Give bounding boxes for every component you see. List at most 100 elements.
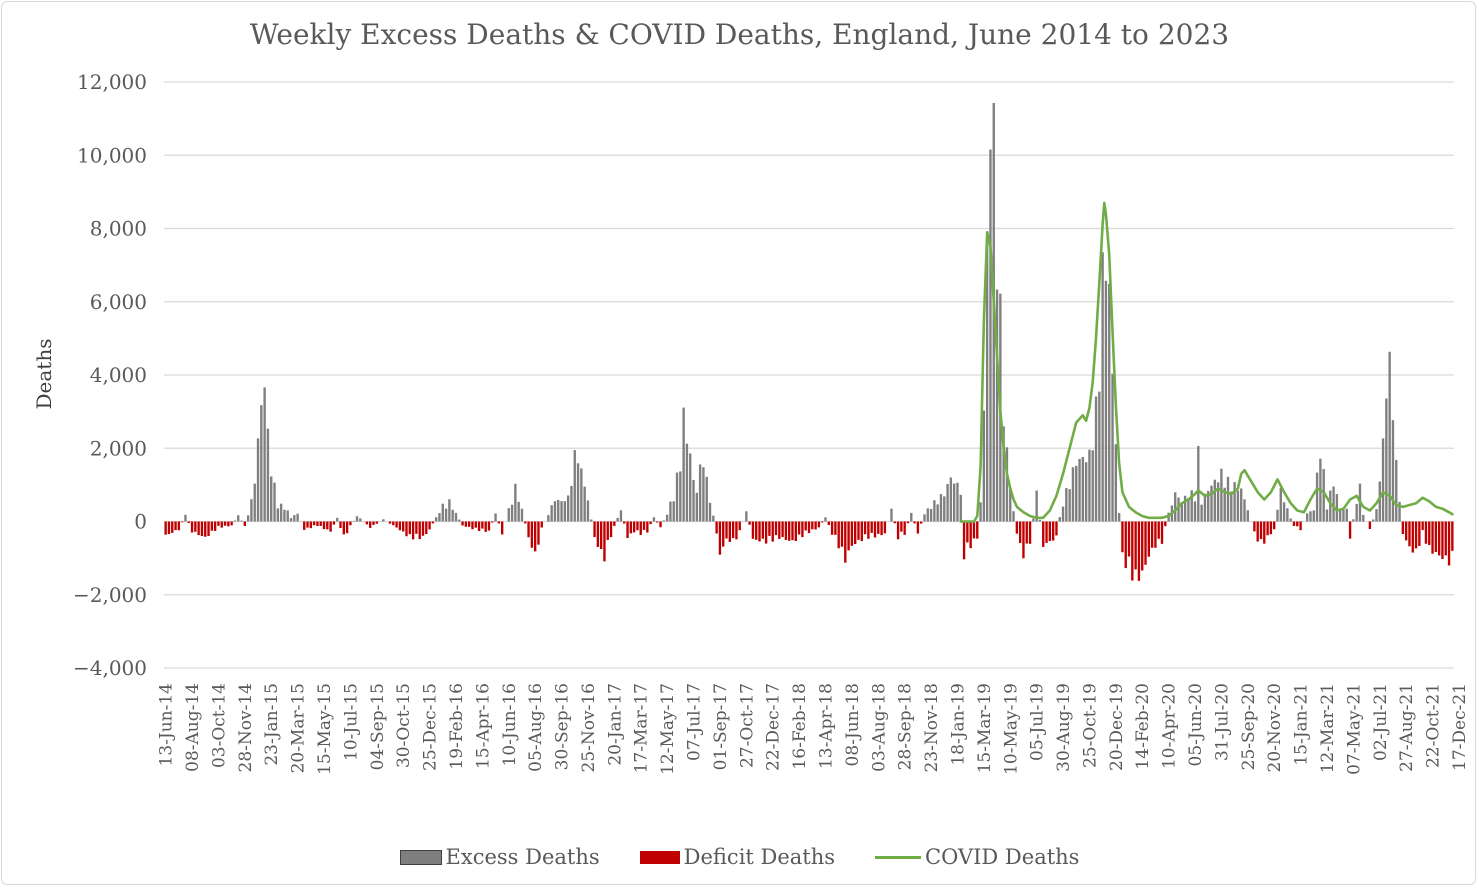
deficit-bar <box>755 521 758 540</box>
x-tick-label: 15-Jan-21 <box>1292 683 1312 766</box>
deficit-bar <box>837 521 840 549</box>
deficit-bar <box>326 521 329 530</box>
excess-bar <box>507 508 510 522</box>
legend-label-deficit: Deficit Deaths <box>683 845 836 869</box>
x-tick-label: 15-Apr-16 <box>473 683 493 769</box>
deficit-bar <box>524 521 527 524</box>
deficit-bar <box>1256 521 1259 542</box>
excess-bar <box>675 472 679 522</box>
deficit-bar <box>1157 521 1160 539</box>
excess-bar <box>1081 457 1085 522</box>
deficit-bar <box>906 521 910 524</box>
legend-label-excess: Excess Deaths <box>445 845 600 869</box>
excess-bar <box>263 387 266 522</box>
deficit-bar <box>863 521 867 535</box>
excess-bar <box>517 501 520 522</box>
deficit-bar <box>1411 521 1414 553</box>
deficit-bar <box>715 521 718 534</box>
excess-bar <box>933 500 936 522</box>
deficit-bar <box>204 521 207 537</box>
x-tick-label: 07-May-21 <box>1344 683 1364 775</box>
gridlines <box>164 81 1454 669</box>
x-tick-label: 07-Jul-17 <box>685 683 705 761</box>
excess-bar <box>1207 490 1210 522</box>
deficit-bar <box>778 521 781 539</box>
excess-bar <box>441 503 444 522</box>
deficit-bar <box>1028 521 1032 544</box>
excess-bar <box>712 515 715 522</box>
x-tick-label: 13-Jun-14 <box>157 683 177 766</box>
excess-bar <box>982 410 986 522</box>
x-tick-label: 10-Apr-20 <box>1160 683 1180 769</box>
deficit-bar <box>471 521 474 530</box>
excess-bar <box>1210 485 1213 522</box>
deficit-bar <box>873 521 877 538</box>
deficit-bar <box>474 521 477 528</box>
deficit-bar <box>623 521 626 524</box>
deficit-bar <box>405 521 408 537</box>
excess-bar <box>652 517 656 522</box>
deficit-bar <box>1253 521 1256 532</box>
x-tick-label: 05-Jun-20 <box>1186 683 1206 766</box>
y-axis-ticks: −4,000 −2,000 0 2,000 4,000 6,000 8,000 10,000 1… <box>73 70 147 680</box>
excess-bar <box>256 438 260 522</box>
deficit-bar <box>365 521 369 525</box>
excess-bar <box>580 468 583 522</box>
excess-bar <box>1061 506 1065 522</box>
excess-bar <box>250 499 253 522</box>
deficit-bar <box>220 521 223 528</box>
deficit-bar <box>788 521 791 541</box>
excess-bar <box>184 514 187 522</box>
excess-bar <box>1388 351 1391 522</box>
x-tick-label: 10-Jul-15 <box>341 683 361 761</box>
deficit-bar <box>408 521 411 535</box>
excess-bar <box>1197 445 1200 522</box>
excess-bar <box>1226 476 1230 522</box>
excess-bar <box>705 476 708 522</box>
excess-bar <box>1068 489 1071 522</box>
deficit-bar <box>372 521 375 525</box>
x-tick-label: 28-Sep-18 <box>896 683 916 770</box>
excess-bar <box>949 477 953 522</box>
excess-bar <box>946 484 949 522</box>
deficit-bar <box>629 521 633 534</box>
deficit-bar <box>794 521 797 542</box>
deficit-bar <box>603 521 606 562</box>
excess-bar <box>279 503 283 522</box>
deficit-bar <box>190 521 194 533</box>
y-tick-label: 8,000 <box>90 217 147 241</box>
deficit-bar <box>659 521 662 528</box>
deficit-bar <box>1299 521 1302 531</box>
excess-bar <box>1391 420 1395 522</box>
deficit-bar <box>1404 521 1408 541</box>
excess-bar <box>553 501 557 522</box>
excess-bar <box>1183 495 1187 522</box>
x-tick-label: 19-Feb-16 <box>447 683 467 770</box>
deficit-bar <box>854 521 857 545</box>
deficit-bar <box>642 521 646 530</box>
deficit-bar <box>398 521 402 531</box>
deficit-bar <box>167 521 171 535</box>
deficit-bar <box>883 521 887 534</box>
x-tick-label: 20-Jan-17 <box>605 683 625 766</box>
excess-bar <box>1187 498 1190 522</box>
excess-bar <box>293 515 296 522</box>
deficit-bar <box>1150 521 1154 548</box>
excess-bar <box>1276 509 1279 522</box>
deficit-bar <box>1147 521 1151 557</box>
x-tick-label: 20-Mar-15 <box>289 683 309 773</box>
excess-bar <box>494 513 497 522</box>
excess-bar <box>1035 490 1038 522</box>
x-tick-label: 23-Nov-18 <box>922 683 942 772</box>
x-tick-label: 12-Mar-21 <box>1318 683 1338 773</box>
y-tick-label: 10,000 <box>77 143 147 167</box>
deficit-bar <box>916 521 920 534</box>
excess-bar <box>1088 449 1091 522</box>
excess-bar <box>458 519 461 522</box>
deficit-bar <box>332 521 336 525</box>
x-tick-label: 22-Oct-21 <box>1424 683 1444 768</box>
excess-bar <box>1352 519 1355 522</box>
covid-line-layer <box>959 201 1454 523</box>
excess-bar <box>260 405 263 522</box>
deficit-bar <box>1164 521 1167 527</box>
